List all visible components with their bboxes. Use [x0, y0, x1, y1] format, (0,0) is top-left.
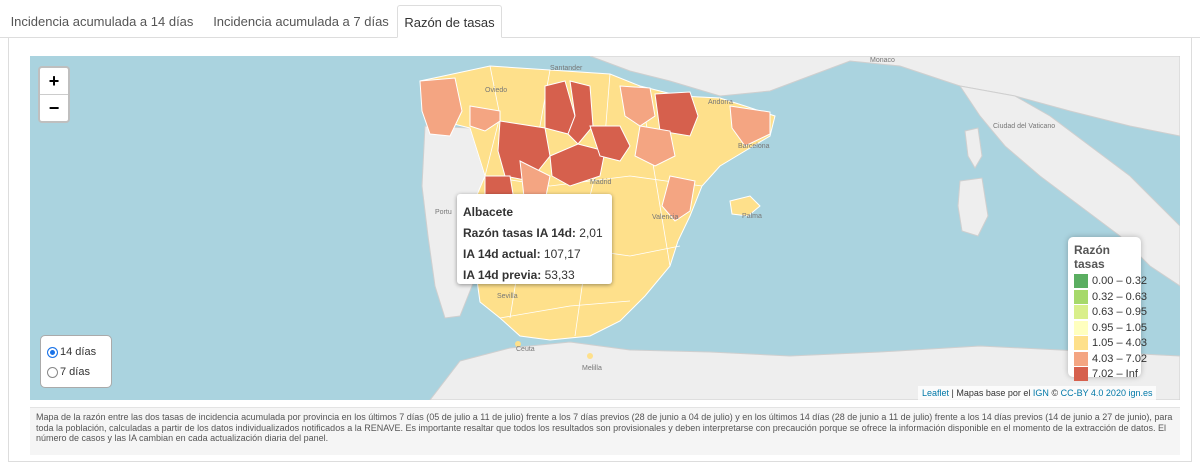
legend-item: 7.02 – Inf	[1074, 367, 1138, 383]
label-valencia: Valencia	[652, 214, 678, 221]
legend-swatch	[1074, 320, 1088, 335]
tooltip-current-label: IA 14d actual:	[463, 247, 541, 261]
tooltip-previous-value: 53,33	[544, 268, 575, 282]
legend-item: 0.00 – 0.32	[1074, 274, 1147, 290]
label-palma: Palma	[742, 213, 762, 220]
label-vaticano: Ciudad del Vaticano	[993, 123, 1055, 130]
legend-label: 7.02 – Inf	[1092, 368, 1138, 380]
label-sevilla: Sevilla	[497, 293, 518, 300]
province-valladolid	[549, 143, 606, 187]
tooltip-current-value: 107,17	[543, 247, 581, 261]
ign-link[interactable]: IGN	[1032, 388, 1049, 398]
legend-label: 0.00 – 0.32	[1092, 275, 1148, 287]
map-canvas: Santander Oviedo Andorra Barcelona Madri…	[419, 56, 1180, 400]
province-castellon	[661, 175, 696, 222]
legend-swatch	[1074, 367, 1088, 382]
period-radio-group: 14 días 7 días	[40, 335, 112, 388]
radio-14-dias[interactable]: 14 días	[47, 342, 105, 362]
zoom-out-button[interactable]: −	[40, 94, 68, 121]
license-link[interactable]: CC-BY 4.0 2020 ign.es	[1060, 388, 1153, 398]
legend-swatch	[1074, 305, 1088, 320]
tab-ia-14[interactable]: Incidencia acumulada a 14 días	[10, 14, 194, 29]
label-ceuta: Ceuta	[516, 346, 535, 353]
map-attribution: Leaflet | Mapas base por el IGN © CC-BY …	[918, 386, 1157, 400]
leaflet-link[interactable]: Leaflet	[922, 388, 950, 398]
italy-land	[958, 85, 1180, 287]
legend-swatch	[1074, 336, 1088, 351]
france-land	[589, 56, 1180, 137]
label-monaco: Monaco	[870, 57, 895, 64]
label-melilla: Melilla	[582, 365, 602, 372]
province-tooltip: Albacete Razón tasas IA 14d: 2,01 IA 14d…	[457, 194, 612, 284]
radio-unselected-icon[interactable]	[47, 366, 58, 378]
legend-label: 4.03 – 7.02	[1092, 352, 1148, 365]
zoom-control: + −	[38, 66, 70, 123]
legend-label: 1.05 – 4.03	[1092, 337, 1148, 349]
tooltip-province: Albacete	[463, 205, 514, 219]
legend-title: Razón tasas	[1074, 243, 1110, 271]
legend-item: 0.95 – 1.05	[1074, 320, 1147, 337]
province-girona	[729, 105, 771, 147]
legend-item: 1.05 – 4.03	[1074, 336, 1147, 352]
africa-land	[429, 341, 1180, 400]
legend-swatch	[1074, 274, 1088, 289]
tab-ia-7[interactable]: Incidencia acumulada a 7 días	[213, 14, 389, 29]
label-portugal: Portu	[435, 209, 452, 216]
legend-item: 0.63 – 0.95	[1074, 305, 1147, 321]
radio-7-dias-label: 7 días	[60, 366, 90, 378]
legend-swatch	[1074, 289, 1088, 304]
corsica-land	[964, 127, 983, 169]
legend-swatch	[1074, 351, 1088, 366]
radio-14-dias-label: 14 días	[60, 346, 97, 358]
province-melilla	[587, 353, 593, 359]
legend-item: 4.03 – 7.02	[1074, 351, 1147, 368]
tab-bar: Incidencia acumulada a 14 días Incidenci…	[0, 0, 1200, 38]
attribution-copy: ©	[1048, 388, 1061, 398]
legend-item: 0.32 – 0.63	[1074, 289, 1147, 306]
province-baleares	[729, 195, 761, 217]
label-oviedo: Oviedo	[485, 87, 507, 94]
province-navarra	[619, 85, 656, 127]
tab-razon-tasas[interactable]: Razón de tasas	[397, 5, 502, 38]
province-ceuta	[515, 341, 521, 347]
radio-7-dias[interactable]: 7 días	[47, 362, 105, 382]
province-huesca	[654, 91, 699, 137]
tooltip-previous-label: IA 14d previa:	[463, 268, 542, 282]
label-santander: Santander	[550, 65, 583, 72]
tooltip-ratio-label: Razón tasas IA 14d:	[463, 226, 576, 240]
tab-panel	[8, 38, 1192, 462]
label-madrid: Madrid	[590, 179, 612, 186]
province-asturias	[469, 105, 501, 132]
province-galicia	[419, 77, 463, 137]
legend-label: 0.95 – 1.05	[1092, 321, 1148, 334]
map-legend: Razón tasas 0.00 – 0.32 0.32 – 0.63 0.63…	[1068, 237, 1147, 382]
tooltip-ratio-value: 2,01	[579, 226, 603, 240]
label-barcelona: Barcelona	[738, 143, 770, 150]
sardinia-land	[957, 177, 989, 237]
legend-label: 0.32 – 0.63	[1092, 290, 1148, 303]
legend-label: 0.63 – 0.95	[1092, 306, 1148, 318]
province-lleida	[634, 125, 676, 167]
province-zaragoza	[589, 125, 631, 162]
zoom-in-button[interactable]: +	[48, 71, 60, 91]
label-andorra: Andorra	[708, 99, 733, 106]
map-caption: Mapa de la razón entre las dos tasas de …	[30, 407, 1180, 455]
attribution-text: | Mapas base por el	[949, 388, 1033, 398]
radio-selected-icon[interactable]	[47, 346, 58, 358]
